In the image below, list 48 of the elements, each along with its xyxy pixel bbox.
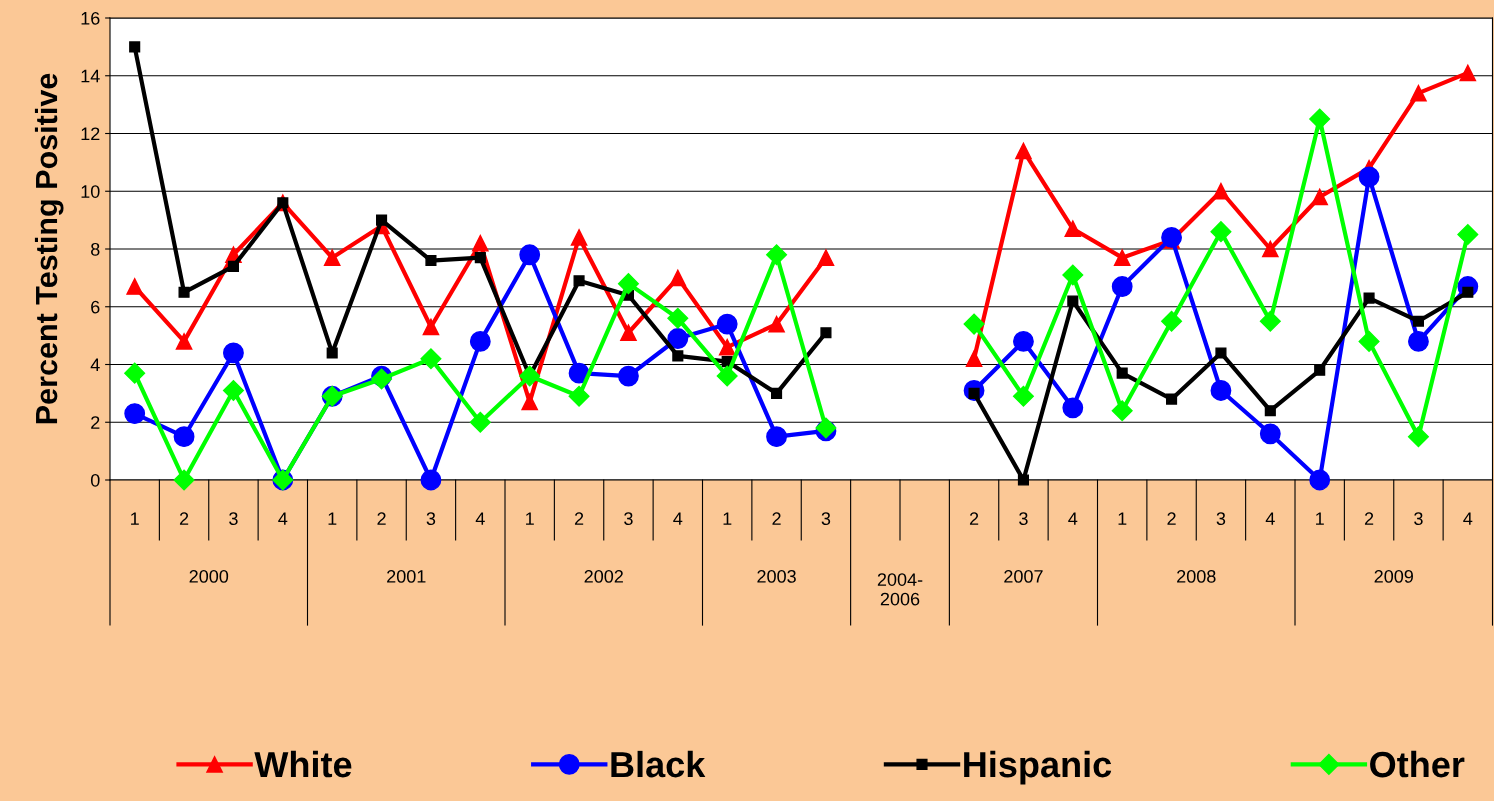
y-tick-label: 12 [81, 127, 100, 141]
text: 2001 [387, 570, 426, 583]
text: 2008 [1177, 570, 1216, 583]
legend-label: Black [611, 750, 706, 778]
y-tick-label: 8 [91, 242, 100, 256]
x-tick-label: 1 [526, 512, 534, 525]
x-tick-label: 1 [723, 512, 732, 525]
x-tick-label: 2 [377, 512, 386, 525]
x-tick-label: 2 [969, 512, 979, 525]
y-tick-label: 4 [90, 358, 100, 372]
text: 2009 [1374, 570, 1413, 583]
y-tick-label: 10 [81, 185, 100, 198]
text: 2002 [584, 570, 623, 583]
x-tick-label: 1 [1118, 512, 1127, 525]
x-tick-label: 2 [772, 512, 781, 525]
text: 2003 [757, 570, 796, 583]
x-tick-label: 2 [1364, 512, 1374, 525]
x-tick-label: 2 [574, 512, 584, 525]
x-tick-label: 3 [821, 512, 831, 526]
legend-label: Other [1370, 750, 1465, 778]
legend-label: Hispanic [964, 750, 1112, 785]
x-tick-label: 4 [673, 512, 683, 525]
x-tick-label: 3 [1414, 512, 1423, 526]
y-tick-label: 16 [81, 11, 100, 25]
legend-label: White [254, 750, 352, 778]
text: 2000 [189, 570, 229, 583]
x-tick-label: 2 [1167, 512, 1176, 525]
x-tick-label: 1 [1316, 512, 1324, 525]
x-tick-label: 4 [475, 512, 485, 525]
x-tick-label: 3 [1019, 512, 1028, 526]
y-tick-label: 2 [91, 416, 100, 429]
text: 2004- 2006 [877, 573, 923, 606]
x-tick-label: 1 [131, 512, 139, 525]
y-tick-label: 6 [91, 300, 100, 314]
x-tick-label: 3 [624, 512, 633, 526]
x-tick-label: 4 [278, 512, 288, 525]
x-tick-label: 1 [328, 512, 337, 525]
y-tick-label: 0 [90, 473, 100, 487]
x-tick-label: 3 [229, 512, 238, 526]
x-tick-label: 4 [1265, 512, 1275, 525]
text: 2007 [1004, 570, 1043, 583]
x-tick-label: 3 [1216, 512, 1226, 526]
x-tick-label: 3 [426, 512, 436, 526]
x-tick-label: 2 [179, 512, 189, 525]
x-tick-label: 4 [1068, 512, 1078, 525]
x-tick-label: 4 [1463, 512, 1473, 525]
y-axis-title: Percent Testing Positive [34, 73, 64, 424]
y-tick-label: 14 [81, 69, 100, 83]
